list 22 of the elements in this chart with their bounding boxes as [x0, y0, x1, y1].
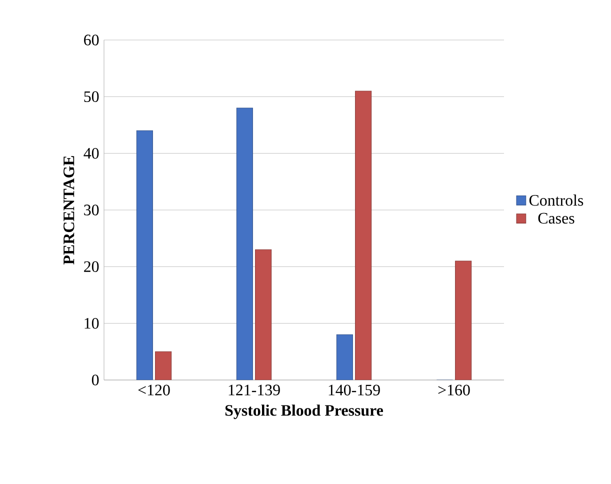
- y-tick-label: 10: [84, 318, 99, 329]
- bar: [136, 130, 153, 380]
- bar: [336, 334, 353, 380]
- bar: [236, 108, 253, 380]
- legend-label: Cases: [538, 212, 574, 224]
- x-tick-label: 121-139: [228, 384, 280, 396]
- x-tick-label: 140-159: [328, 384, 380, 396]
- x-tick-label: >160: [438, 384, 470, 396]
- bar: [155, 351, 172, 380]
- y-tick-label: 20: [84, 261, 99, 272]
- x-axis-title: Systolic Blood Pressure: [225, 404, 384, 420]
- y-tick-label: 50: [84, 91, 99, 102]
- y-tick-label: 30: [84, 204, 99, 216]
- legend-label: Controls: [529, 194, 584, 206]
- y-tick-label: 60: [84, 34, 99, 46]
- x-tick-label: <120: [138, 384, 170, 396]
- y-tick-label: 40: [84, 148, 99, 159]
- bar: [455, 260, 472, 380]
- bar: [355, 90, 372, 380]
- y-axis-title: PERCENTAGE: [64, 156, 74, 264]
- bar: [255, 249, 272, 380]
- y-tick-label: 0: [92, 374, 99, 386]
